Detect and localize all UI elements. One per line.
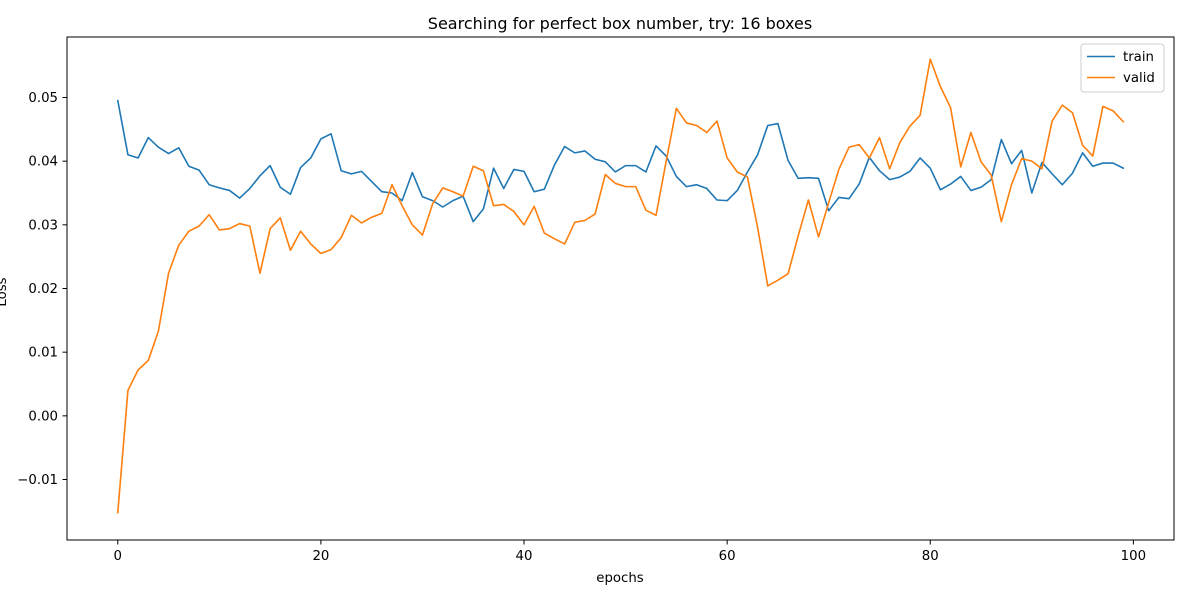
y-tick-label: 0.03 xyxy=(28,218,58,233)
legend-label-valid: valid xyxy=(1123,71,1155,86)
y-tick-label: 0.05 xyxy=(28,91,58,106)
series-layer xyxy=(116,58,1125,514)
y-tick-label: 0.00 xyxy=(28,409,58,424)
x-tick-label: 80 xyxy=(922,549,939,564)
legend: train valid xyxy=(1080,43,1165,93)
x-tick-label: 60 xyxy=(719,549,736,564)
x-axis-label: epochs xyxy=(596,571,643,586)
x-tick-label: 20 xyxy=(312,549,329,564)
y-tick-label: 0.02 xyxy=(28,282,58,297)
y-tick-label: 0.04 xyxy=(28,155,58,170)
legend-label-train: train xyxy=(1123,50,1154,65)
y-axis-label: Loss xyxy=(0,277,10,306)
x-tick-label: 100 xyxy=(1121,549,1146,564)
x-axis: 0 20 40 60 80 100 xyxy=(114,540,1146,564)
y-tick-label: −0.01 xyxy=(17,473,58,488)
series-line-train xyxy=(116,99,1125,223)
series-line-valid xyxy=(116,58,1125,514)
y-axis: −0.01 0.00 0.01 0.02 0.03 0.04 0.05 xyxy=(17,91,67,488)
plot-frame xyxy=(66,36,1175,541)
chart-title: Searching for perfect box number, try: 1… xyxy=(428,14,812,33)
x-tick-label: 40 xyxy=(516,549,533,564)
y-tick-label: 0.01 xyxy=(28,346,58,361)
x-tick-label: 0 xyxy=(114,549,122,564)
